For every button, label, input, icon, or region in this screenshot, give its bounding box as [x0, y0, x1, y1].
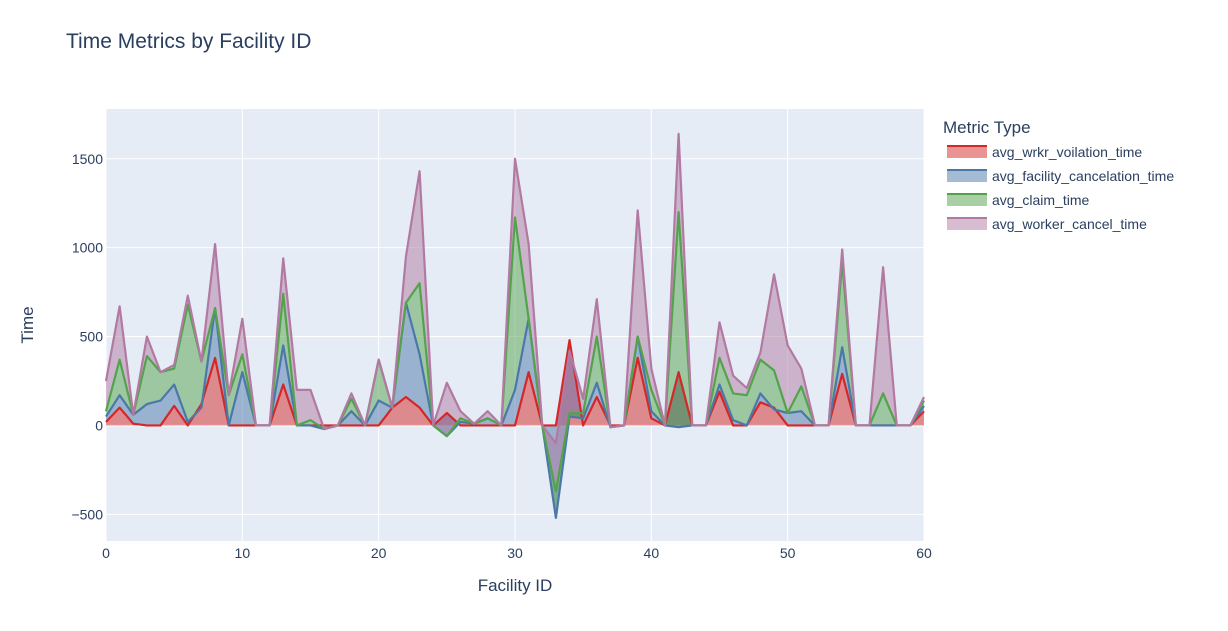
legend-items: avg_wrkr_voilation_time avg_facility_canc… [947, 144, 1174, 232]
x-tick-label: 30 [507, 545, 523, 561]
area-layer [106, 133, 924, 518]
legend-swatch [947, 218, 987, 230]
y-tick-label: −500 [71, 506, 103, 522]
line-layer [104, 132, 925, 519]
legend-swatch [947, 146, 987, 158]
x-tick-label: 50 [780, 545, 796, 561]
legend-item-avg-facility-cancelation-time[interactable]: avg_facility_cancelation_time [947, 168, 1174, 184]
y-tick-label: 1000 [72, 240, 103, 256]
legend: Metric Type avg_wrkr_voilation_time avg_f… [943, 118, 1174, 232]
x-tick-label: 10 [235, 545, 251, 561]
legend-item-avg-wrkr-voilation-time[interactable]: avg_wrkr_voilation_time [947, 144, 1142, 160]
chart-title: Time Metrics by Facility ID [66, 30, 311, 53]
x-tick-label: 0 [102, 545, 110, 561]
x-axis-title: Facility ID [478, 576, 553, 595]
legend-item-avg-claim-time[interactable]: avg_claim_time [947, 192, 1089, 208]
legend-label: avg_wrkr_voilation_time [992, 144, 1142, 160]
legend-item-avg-worker-cancel-time[interactable]: avg_worker_cancel_time [947, 216, 1147, 232]
y-tick-label: 500 [80, 329, 104, 345]
line-avg-worker-cancel-time [104, 132, 925, 445]
legend-label: avg_worker_cancel_time [992, 216, 1147, 232]
tick-layer: 0 10 20 30 40 50 60 −500 0 500 1000 1500 [71, 151, 932, 561]
area-avg-claim-time [106, 212, 924, 518]
line-avg-claim-time [104, 211, 925, 493]
area-avg-wrkr-voilation-time [106, 340, 924, 426]
legend-swatch [947, 194, 987, 206]
legend-swatch [947, 170, 987, 182]
x-tick-label: 40 [644, 545, 660, 561]
line-avg-wrkr-voilation-time [105, 339, 925, 427]
legend-title: Metric Type [943, 118, 1031, 137]
y-axis-title: Time [18, 306, 37, 343]
legend-label: avg_facility_cancelation_time [992, 168, 1174, 184]
area-avg-worker-cancel-time [106, 133, 924, 492]
legend-label: avg_claim_time [992, 192, 1089, 208]
y-tick-label: 0 [95, 417, 103, 433]
y-tick-label: 1500 [72, 151, 103, 167]
x-tick-label: 20 [371, 545, 387, 561]
x-tick-label: 60 [916, 545, 932, 561]
area-avg-facility-cancelation-time [106, 302, 924, 518]
